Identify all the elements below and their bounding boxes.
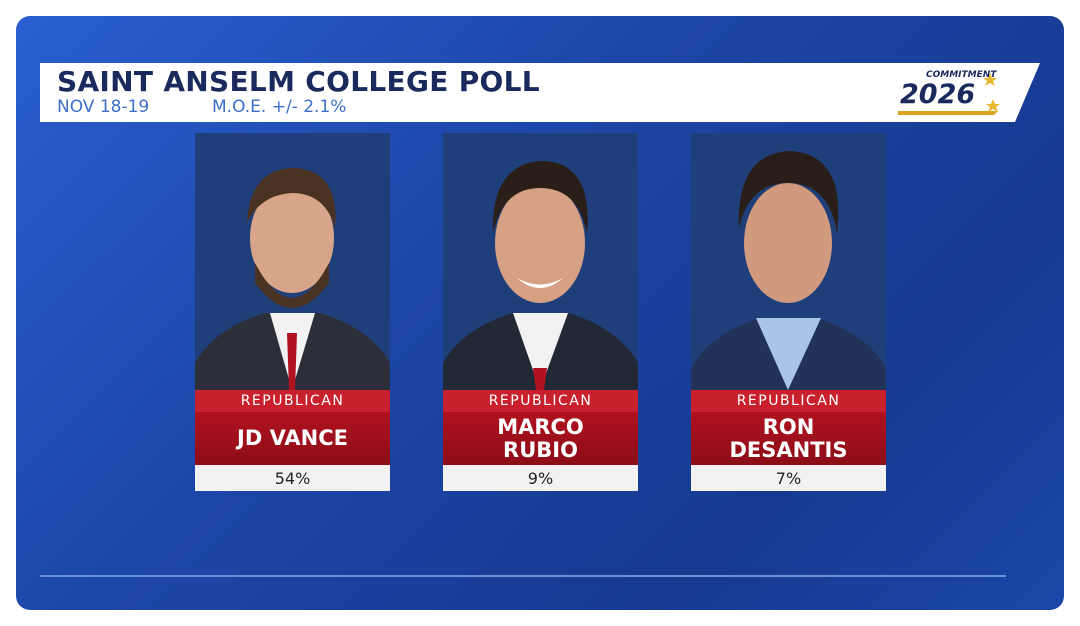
candidate-name: JD VANCE <box>195 412 390 465</box>
candidate-card: REPUBLICAN MARCO RUBIO 9% <box>443 133 638 491</box>
logo-year: 2026 <box>900 79 976 110</box>
candidate-name: RON DESANTIS <box>691 412 886 465</box>
candidate-photo <box>691 133 886 390</box>
header-banner: SAINT ANSELM COLLEGE POLL NOV 18-19 M.O.… <box>40 63 1040 122</box>
poll-dates: NOV 18-19 <box>57 97 150 117</box>
logo-text: COMMITMENT <box>926 70 997 80</box>
title: SAINT ANSELM COLLEGE POLL <box>57 65 540 98</box>
poll-result: 54% <box>195 465 390 491</box>
name-line: RON <box>762 414 815 439</box>
candidate-card: REPUBLICAN RON DESANTIS 7% <box>691 133 886 491</box>
party: REPUBLICAN <box>443 390 638 412</box>
candidate-card: REPUBLICAN JD VANCE 54% <box>195 133 390 491</box>
name-line: DESANTIS <box>729 437 848 462</box>
margin-of-error: M.O.E. +/- 2.1% <box>212 97 347 117</box>
candidate-name: MARCO RUBIO <box>443 412 638 465</box>
name-line: JD VANCE <box>237 426 348 450</box>
logo-stars <box>898 73 1000 115</box>
graphic-panel: SAINT ANSELM COLLEGE POLL NOV 18-19 M.O.… <box>16 16 1064 610</box>
bottom-rule <box>40 575 1006 577</box>
poll-result: 9% <box>443 465 638 491</box>
candidate-photo <box>443 133 638 390</box>
party: REPUBLICAN <box>195 390 390 412</box>
name-line: MARCO <box>497 414 584 439</box>
poll-result: 7% <box>691 465 886 491</box>
party: REPUBLICAN <box>691 390 886 412</box>
name-line: RUBIO <box>503 437 578 462</box>
logo: COMMITMENT 2026 <box>898 69 1008 117</box>
candidate-photo <box>195 133 390 390</box>
